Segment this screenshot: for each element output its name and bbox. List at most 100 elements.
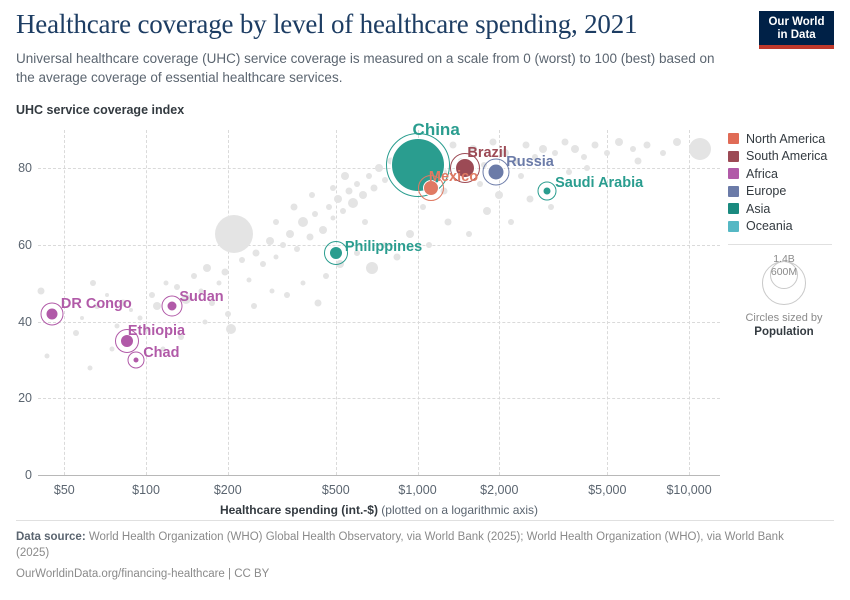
scatter-point[interactable] (345, 187, 353, 195)
scatter-point-saudi-arabia[interactable] (542, 186, 552, 196)
scatter-point[interactable] (87, 365, 93, 371)
scatter-point[interactable] (339, 207, 346, 214)
scatter-point[interactable] (309, 192, 316, 199)
scatter-point[interactable] (591, 141, 599, 149)
scatter-point[interactable] (477, 180, 484, 187)
scatter-point[interactable] (634, 157, 642, 165)
scatter-point[interactable] (173, 284, 180, 291)
scatter-point[interactable] (265, 237, 274, 246)
scatter-point[interactable] (672, 137, 681, 146)
scatter-point[interactable] (202, 319, 208, 325)
scatter-point[interactable] (420, 203, 427, 210)
scatter-point[interactable] (286, 229, 295, 238)
scatter-point[interactable] (319, 225, 328, 234)
scatter-point[interactable] (119, 299, 127, 306)
scatter-point-mexico[interactable] (422, 179, 439, 196)
scatter-point[interactable] (393, 253, 401, 260)
scatter-point[interactable] (214, 214, 253, 253)
scatter-point[interactable] (348, 197, 359, 208)
legend-entry-north-america[interactable]: North America (728, 130, 840, 148)
scatter-point[interactable] (361, 219, 368, 225)
scatter-point[interactable] (153, 302, 162, 311)
scatter-point[interactable] (570, 145, 579, 154)
scatter-point[interactable] (298, 217, 309, 227)
scatter-point[interactable] (365, 173, 372, 179)
scatter-plot-area[interactable]: 0 20 40 60 80 $50 $100 $200 $500 $1,000 $2,000 $5,0… (18, 121, 720, 517)
legend-entry-europe[interactable]: Europe (728, 183, 840, 201)
scatter-point[interactable] (163, 280, 169, 286)
scatter-point[interactable] (294, 245, 301, 252)
scatter-point[interactable] (306, 233, 313, 241)
scatter-point[interactable] (260, 261, 267, 268)
scatter-point[interactable] (466, 230, 473, 237)
scatter-point[interactable] (495, 191, 504, 200)
legend-entry-south-america[interactable]: South America (728, 148, 840, 166)
scatter-point[interactable] (137, 315, 143, 321)
scatter-point[interactable] (300, 280, 306, 286)
scatter-point[interactable] (561, 138, 569, 145)
scatter-point[interactable] (273, 254, 279, 259)
scatter-point[interactable] (565, 169, 572, 176)
scatter-point[interactable] (94, 303, 101, 310)
scatter-point-russia[interactable] (487, 163, 505, 181)
scatter-point[interactable] (382, 176, 389, 183)
scatter-point[interactable] (90, 280, 97, 287)
scatter-point[interactable] (444, 218, 452, 226)
scatter-point[interactable] (290, 203, 298, 211)
scatter-point-ethiopia[interactable] (119, 333, 134, 348)
scatter-point[interactable] (501, 149, 510, 157)
scatter-point[interactable] (547, 203, 554, 210)
scatter-point[interactable] (604, 150, 611, 156)
scatter-point[interactable] (221, 268, 229, 276)
scatter-point[interactable] (551, 150, 558, 156)
scatter-point-dr-congo[interactable] (45, 307, 59, 321)
scatter-point[interactable] (659, 150, 666, 156)
scatter-point[interactable] (370, 184, 378, 191)
scatter-point[interactable] (269, 288, 275, 294)
scatter-point[interactable] (128, 308, 133, 313)
scatter-point[interactable] (224, 311, 231, 317)
scatter-point[interactable] (114, 323, 120, 328)
scatter-point[interactable] (406, 229, 415, 238)
legend-entry-asia[interactable]: Asia (728, 200, 840, 218)
scatter-point[interactable] (79, 315, 84, 320)
scatter-point[interactable] (178, 334, 185, 340)
scatter-point[interactable] (425, 242, 432, 248)
scatter-point[interactable] (531, 153, 538, 160)
scatter-point[interactable] (340, 172, 349, 180)
scatter-point[interactable] (148, 291, 155, 298)
scatter-point-brazil[interactable] (455, 158, 476, 179)
scatter-point[interactable] (246, 277, 252, 282)
scatter-point[interactable] (517, 173, 524, 179)
scatter-point[interactable] (143, 326, 150, 333)
scatter-point[interactable] (382, 242, 389, 248)
scatter-point[interactable] (334, 195, 343, 203)
scatter-point[interactable] (209, 299, 216, 306)
scatter-point[interactable] (614, 137, 623, 146)
scatter-point[interactable] (374, 164, 383, 173)
scatter-point[interactable] (330, 184, 337, 191)
scatter-point[interactable] (583, 165, 590, 172)
scatter-point[interactable] (689, 138, 712, 161)
license-line[interactable]: OurWorldinData.org/financing-healthcare … (16, 568, 270, 580)
scatter-point[interactable] (109, 346, 115, 351)
scatter-point[interactable] (160, 346, 166, 351)
scatter-point[interactable] (252, 249, 260, 257)
scatter-point-sudan[interactable] (166, 300, 178, 312)
scatter-point[interactable] (272, 219, 279, 225)
scatter-point[interactable] (482, 206, 491, 215)
scatter-point[interactable] (359, 191, 368, 200)
owid-logo[interactable]: Our World in Data (759, 11, 834, 49)
scatter-point[interactable] (366, 262, 379, 274)
scatter-point[interactable] (198, 288, 204, 294)
scatter-point[interactable] (105, 292, 110, 297)
scatter-point[interactable] (314, 299, 322, 306)
scatter-point[interactable] (330, 215, 336, 221)
scatter-point[interactable] (449, 141, 457, 149)
scatter-point[interactable] (280, 242, 287, 248)
scatter-point[interactable] (37, 287, 45, 295)
scatter-point[interactable] (203, 264, 212, 272)
scatter-point[interactable] (480, 161, 487, 168)
scatter-point[interactable] (216, 280, 222, 286)
scatter-point[interactable] (468, 145, 477, 154)
